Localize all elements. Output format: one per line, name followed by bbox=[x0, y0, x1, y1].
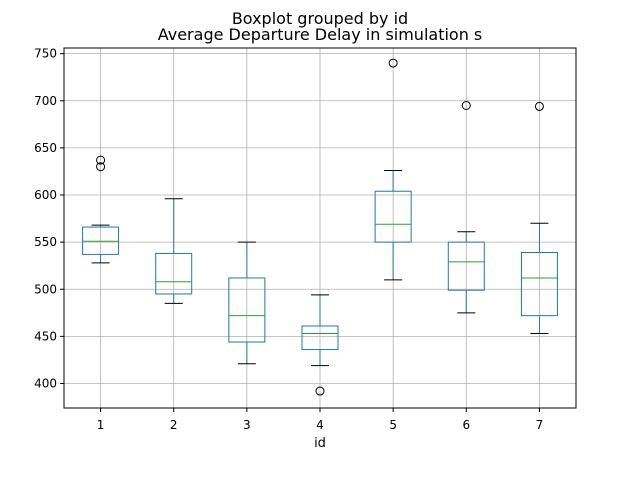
box-iqr bbox=[374, 190, 412, 243]
y-tick-label: 500 bbox=[34, 282, 57, 296]
flier-point bbox=[96, 162, 106, 172]
flier-point bbox=[315, 386, 325, 396]
box-iqr bbox=[155, 252, 193, 295]
x-tick-label: 4 bbox=[316, 418, 324, 432]
chart-title: Average Departure Delay in simulation s bbox=[158, 25, 483, 44]
flier-point bbox=[96, 155, 106, 165]
chart-suptitle: Boxplot grouped by id bbox=[232, 9, 408, 28]
x-axis-label: id bbox=[314, 436, 326, 451]
x-tick-label: 6 bbox=[462, 418, 470, 432]
box-iqr bbox=[228, 277, 266, 343]
box-group-3 bbox=[228, 241, 266, 365]
box-iqr bbox=[301, 325, 339, 351]
flier-point bbox=[388, 58, 398, 68]
x-tick-label: 2 bbox=[170, 418, 178, 432]
box-iqr bbox=[520, 252, 558, 317]
box-group-5 bbox=[374, 58, 412, 281]
flier-point bbox=[534, 101, 544, 111]
box-group-4 bbox=[301, 294, 339, 396]
box-group-6 bbox=[447, 100, 485, 314]
y-tick-label: 400 bbox=[34, 376, 57, 390]
box-group-7 bbox=[520, 101, 558, 335]
y-tick-label: 650 bbox=[34, 141, 57, 155]
x-tick-label: 1 bbox=[97, 418, 105, 432]
x-tick-label: 5 bbox=[389, 418, 397, 432]
ticks: 400 450 500 550 600 650 700 750 1 2 3 4 5 6 7 bbox=[34, 47, 543, 432]
box-group-1 bbox=[82, 155, 120, 264]
y-tick-label: 700 bbox=[34, 94, 57, 108]
x-tick-label: 7 bbox=[536, 418, 544, 432]
x-tick-label: 3 bbox=[243, 418, 251, 432]
boxes bbox=[82, 58, 558, 396]
box-iqr bbox=[447, 241, 485, 291]
y-tick-label: 750 bbox=[34, 47, 57, 61]
flier-point bbox=[461, 100, 471, 110]
box-group-2 bbox=[155, 198, 193, 304]
y-tick-label: 600 bbox=[34, 188, 57, 202]
y-tick-label: 450 bbox=[34, 329, 57, 343]
y-tick-label: 550 bbox=[34, 235, 57, 249]
